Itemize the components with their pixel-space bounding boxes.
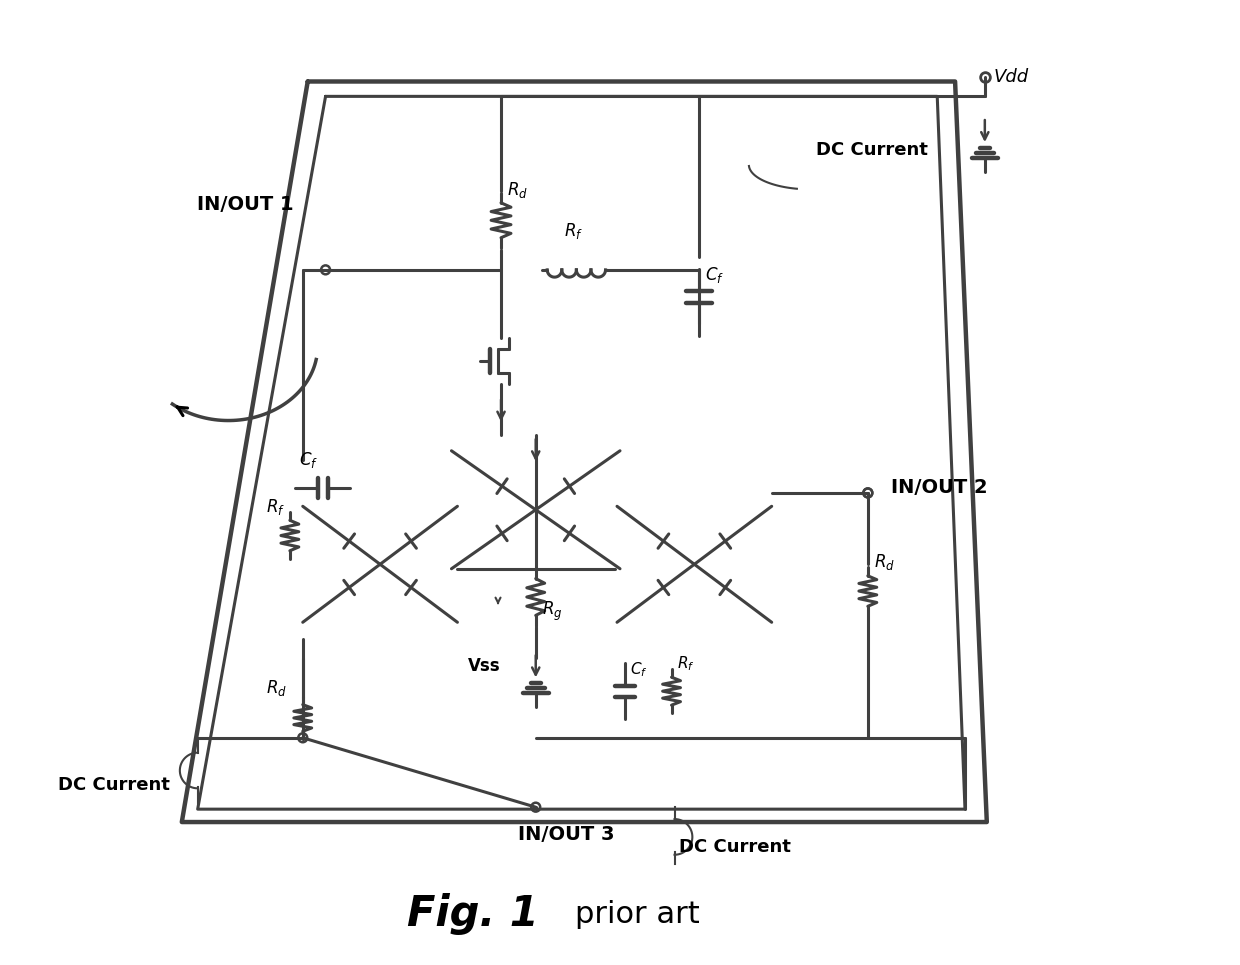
Text: $R_f$: $R_f$ [267,497,285,516]
Text: $R_d$: $R_d$ [507,180,528,201]
Text: $C_f$: $C_f$ [299,450,317,470]
Text: $C_f$: $C_f$ [706,264,724,285]
Text: Fig. 1: Fig. 1 [407,894,538,935]
Text: DC Current: DC Current [680,838,791,856]
Text: IN/OUT 1: IN/OUT 1 [197,195,294,214]
Text: Vss: Vss [469,657,501,676]
Text: DC Current: DC Current [816,141,929,159]
Text: prior art: prior art [575,899,701,928]
Text: IN/OUT 2: IN/OUT 2 [890,478,987,497]
Text: $R_f$: $R_f$ [677,654,696,673]
Text: Vdd: Vdd [993,68,1029,86]
Text: $C_f$: $C_f$ [630,660,647,679]
Text: $R_g$: $R_g$ [542,599,562,622]
Text: $R_d$: $R_d$ [874,552,895,572]
Text: IN/OUT 3: IN/OUT 3 [518,825,614,843]
Text: $R_d$: $R_d$ [267,678,288,698]
Text: $R_f$: $R_f$ [564,221,584,241]
Text: DC Current: DC Current [58,776,170,794]
